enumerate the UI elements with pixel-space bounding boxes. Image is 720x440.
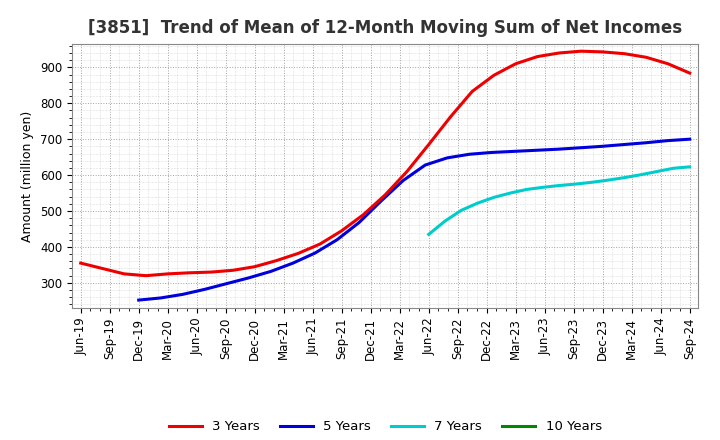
Legend: 3 Years, 5 Years, 7 Years, 10 Years: 3 Years, 5 Years, 7 Years, 10 Years	[163, 415, 607, 439]
Title: [3851]  Trend of Mean of 12-Month Moving Sum of Net Incomes: [3851] Trend of Mean of 12-Month Moving …	[88, 19, 683, 37]
Y-axis label: Amount (million yen): Amount (million yen)	[22, 110, 35, 242]
